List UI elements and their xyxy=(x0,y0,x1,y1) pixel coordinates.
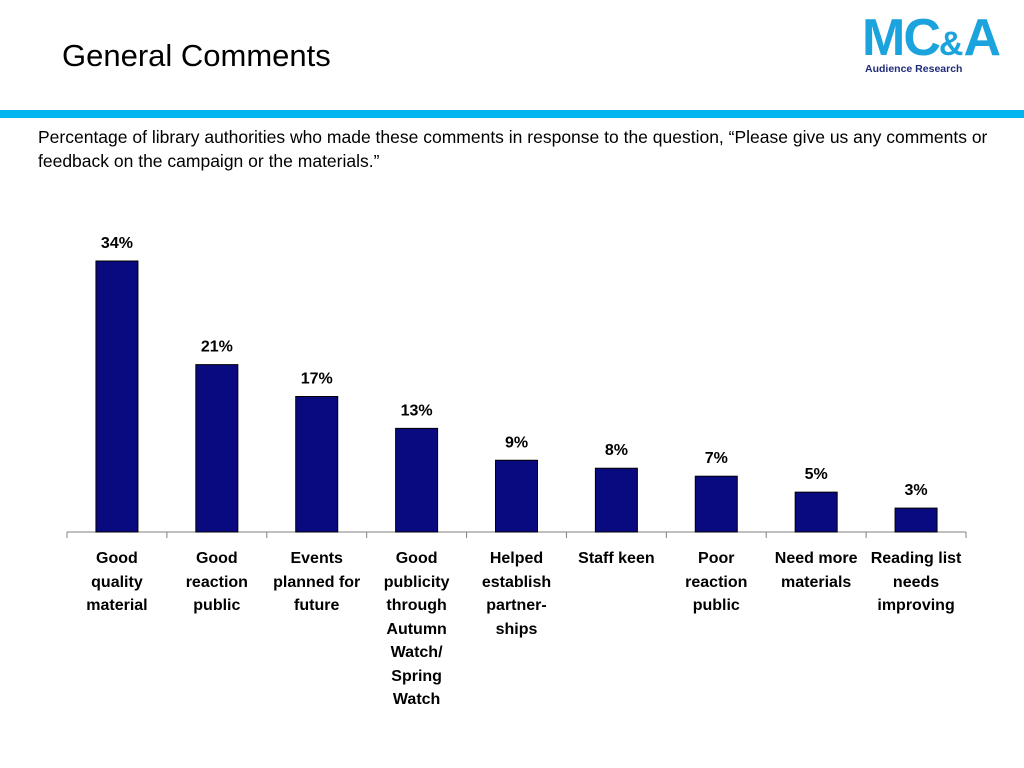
bar-data-label: 3% xyxy=(904,482,927,499)
bar xyxy=(395,427,439,533)
bar xyxy=(894,507,938,533)
bar-data-label: 34% xyxy=(101,235,133,252)
mca-logo: MC&A Audience Research xyxy=(862,12,1017,78)
category-label: Reading list needs improving xyxy=(870,550,962,614)
category-label: Good quality material xyxy=(86,550,148,614)
bar xyxy=(295,396,339,533)
bar xyxy=(195,364,239,533)
bar xyxy=(495,459,538,533)
bar xyxy=(694,475,738,533)
logo-mark-amp: & xyxy=(938,25,964,63)
category-label: Good reaction public xyxy=(185,550,248,614)
bar-data-label: 17% xyxy=(301,371,333,388)
category-label: Need more materials xyxy=(774,550,858,591)
bar-data-label: 8% xyxy=(605,442,628,459)
header-divider xyxy=(0,110,1024,118)
category-label: Helped establish partner- ships xyxy=(481,550,552,638)
logo-mark-a: A xyxy=(963,9,1001,67)
bar xyxy=(594,467,638,533)
bar xyxy=(794,491,838,533)
logo-mark-mc: MC xyxy=(862,9,941,67)
chart-description: Percentage of library authorities who ma… xyxy=(38,127,988,171)
category-label: Poor reaction public xyxy=(685,550,748,614)
bar-data-label: 9% xyxy=(505,434,528,451)
category-label: Staff keen xyxy=(578,550,655,567)
bar-data-label: 7% xyxy=(705,450,728,467)
category-label: Good publicity through Autumn Watch/ Spr… xyxy=(383,550,450,708)
bar-data-label: 13% xyxy=(401,402,433,419)
page-title: General Comments xyxy=(62,38,331,73)
logo-mark: MC&A xyxy=(862,9,1001,70)
bar xyxy=(95,260,139,533)
category-label: Events planned for future xyxy=(273,550,361,614)
bar-data-label: 5% xyxy=(805,466,828,483)
logo-subtitle: Audience Research xyxy=(865,63,963,75)
bar-data-label: 21% xyxy=(201,339,233,356)
